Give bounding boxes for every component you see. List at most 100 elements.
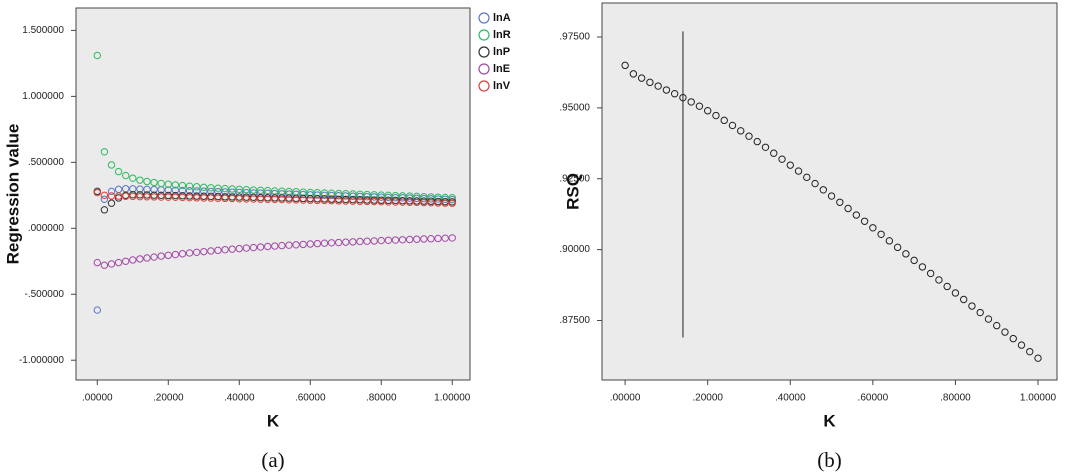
point [143,193,151,201]
x-tick-label: 1.00000 [1020,393,1057,404]
point [200,247,208,256]
point [356,237,364,246]
point [129,256,137,264]
y-axis-label: Regression value [3,124,22,265]
x-tick-label: .80000 [366,393,397,404]
point [242,185,251,194]
point [164,251,172,260]
point [171,193,180,201]
point [363,192,371,201]
point [885,237,894,245]
point [292,196,300,204]
y-tick-label: .500000 [28,157,65,168]
point [136,192,144,201]
point [207,184,215,192]
point [370,193,378,201]
point [334,192,343,200]
point [377,197,385,206]
point [285,196,293,204]
point [327,196,336,205]
point [178,250,187,258]
point [786,161,794,169]
point [695,102,704,110]
y-tick-label: .92500 [559,173,590,184]
point [703,107,712,115]
point [121,192,130,200]
point [235,195,243,203]
point [448,193,456,202]
point [935,276,943,284]
point [100,195,109,203]
point [951,289,960,297]
point [654,82,662,90]
point [278,190,286,198]
point [249,243,258,252]
point [192,248,201,257]
point [306,191,314,199]
point [242,244,251,252]
point [228,245,236,253]
point [976,308,984,317]
point [263,195,272,203]
point [200,183,208,191]
point [114,167,123,176]
point [221,245,229,254]
point [356,192,364,201]
point [1009,334,1017,343]
point [278,241,286,250]
x-tick-label: .80000 [940,393,971,404]
point [398,198,407,206]
point [129,185,137,193]
point [342,192,350,200]
point [377,236,385,245]
point [803,173,811,182]
point [984,315,993,323]
point [171,186,180,195]
point [728,121,737,130]
point [256,186,265,195]
legend-label: lnE [493,63,510,75]
point [207,247,215,255]
point [327,239,336,247]
point [100,191,109,200]
point [299,196,307,204]
point [1026,347,1034,356]
point [1034,354,1042,362]
point [413,194,421,203]
point [292,241,300,249]
y-tick-label: -1.000000 [19,355,64,366]
point [420,235,428,243]
point [377,193,385,201]
point [943,282,951,291]
y-tick-label: 1.500000 [22,25,64,36]
point [918,263,927,271]
point [720,116,728,125]
point [427,199,435,207]
point [285,190,293,198]
point [356,197,364,205]
point [214,246,222,255]
point [778,155,786,163]
point [420,198,428,207]
point [136,185,144,193]
point [114,258,123,267]
point [157,252,165,260]
point [207,194,215,202]
point [993,321,1001,330]
point [434,199,442,207]
subplot-label: (b) [817,448,842,472]
point [770,149,778,157]
point [121,257,130,265]
point [185,249,194,257]
point [869,224,877,232]
point [164,186,172,194]
point [334,189,343,198]
point [448,199,456,207]
point [93,258,101,267]
point [968,302,976,310]
legend-label: lnR [493,29,511,41]
point [129,174,137,182]
point [413,235,421,243]
